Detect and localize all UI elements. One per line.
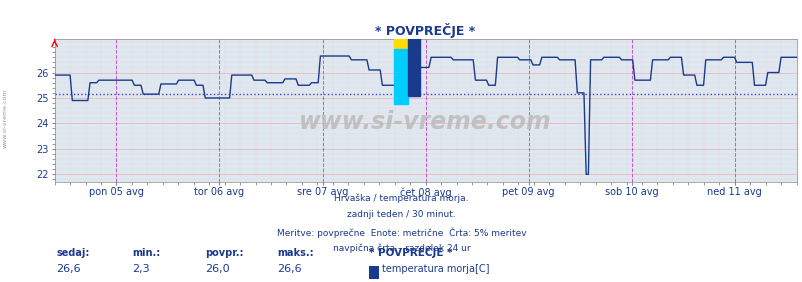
Text: www.si-vreme.com: www.si-vreme.com xyxy=(299,110,551,134)
Text: zadnji teden / 30 minut.: zadnji teden / 30 minut. xyxy=(346,210,456,219)
Text: * POVPREČJE *: * POVPREČJE * xyxy=(369,246,452,258)
Text: sedaj:: sedaj: xyxy=(56,248,90,258)
FancyBboxPatch shape xyxy=(394,0,407,49)
Text: min.:: min.: xyxy=(132,248,160,258)
Text: 26,6: 26,6 xyxy=(277,264,302,274)
Title: * POVPREČJE *: * POVPREČJE * xyxy=(375,23,475,38)
Text: temperatura morja[C]: temperatura morja[C] xyxy=(382,264,489,274)
FancyBboxPatch shape xyxy=(407,3,419,96)
Text: Meritve: povprečne  Enote: metrične  Črta: 5% meritev: Meritve: povprečne Enote: metrične Črta:… xyxy=(277,227,525,237)
Text: Hrvaška / temperatura morja.: Hrvaška / temperatura morja. xyxy=(334,193,468,203)
FancyBboxPatch shape xyxy=(394,49,407,103)
Text: www.si-vreme.com: www.si-vreme.com xyxy=(3,89,8,148)
Text: 26,6: 26,6 xyxy=(56,264,81,274)
Text: maks.:: maks.: xyxy=(277,248,314,258)
Text: 2,3: 2,3 xyxy=(132,264,150,274)
Text: navpična črta – razdelek 24 ur: navpična črta – razdelek 24 ur xyxy=(332,244,470,254)
Text: povpr.:: povpr.: xyxy=(205,248,243,258)
Text: 26,0: 26,0 xyxy=(205,264,229,274)
